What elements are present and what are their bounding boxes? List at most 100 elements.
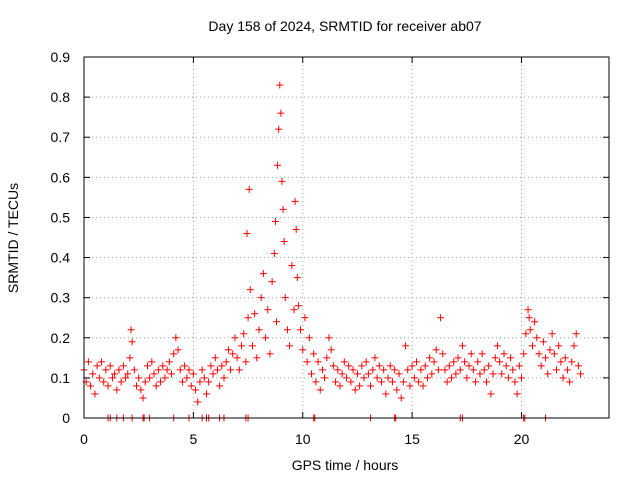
data-point bbox=[469, 366, 477, 374]
data-point bbox=[84, 358, 92, 366]
data-point bbox=[98, 358, 105, 366]
data-point bbox=[128, 338, 136, 346]
data-point bbox=[174, 346, 182, 354]
data-point bbox=[393, 386, 401, 394]
data-point bbox=[463, 374, 471, 382]
data-point bbox=[566, 378, 574, 386]
data-point bbox=[253, 354, 261, 362]
x-axis-label: GPS time / hours bbox=[292, 457, 399, 473]
data-point bbox=[310, 350, 318, 358]
data-point bbox=[299, 346, 307, 354]
data-point bbox=[205, 378, 213, 386]
data-point bbox=[504, 374, 512, 382]
data-point bbox=[404, 366, 412, 374]
data-point bbox=[336, 382, 344, 390]
data-point bbox=[89, 370, 97, 378]
data-point bbox=[95, 374, 103, 382]
data-point bbox=[143, 362, 151, 370]
data-point bbox=[266, 350, 274, 358]
data-point bbox=[264, 306, 272, 314]
data-point bbox=[196, 378, 204, 386]
data-point bbox=[548, 330, 556, 338]
data-point bbox=[353, 370, 361, 378]
x-tick-label: 20 bbox=[514, 431, 530, 447]
data-point bbox=[347, 378, 355, 386]
data-point bbox=[467, 350, 475, 358]
data-point bbox=[278, 177, 286, 185]
data-point bbox=[500, 350, 508, 358]
data-point bbox=[141, 378, 149, 386]
chart-title: Day 158 of 2024, SRMTID for receiver ab0… bbox=[208, 18, 481, 34]
data-point bbox=[528, 342, 536, 350]
data-point bbox=[231, 334, 239, 342]
data-point bbox=[211, 354, 219, 362]
data-point bbox=[452, 370, 460, 378]
data-point bbox=[399, 378, 407, 386]
data-point bbox=[415, 378, 423, 386]
data-point bbox=[170, 350, 178, 358]
data-point bbox=[542, 354, 550, 362]
data-point bbox=[318, 366, 326, 374]
data-point bbox=[168, 370, 175, 378]
data-point bbox=[362, 358, 370, 366]
data-point bbox=[332, 378, 340, 386]
data-point bbox=[113, 386, 121, 394]
data-point bbox=[369, 366, 377, 374]
data-point bbox=[275, 125, 283, 133]
data-point bbox=[384, 374, 392, 382]
y-axis-label: SRMTID / TECUs bbox=[5, 183, 21, 293]
data-point bbox=[351, 386, 359, 394]
data-point bbox=[251, 310, 259, 318]
data-point bbox=[117, 378, 125, 386]
data-point bbox=[154, 366, 162, 374]
data-points bbox=[80, 81, 585, 406]
data-point bbox=[187, 382, 195, 390]
data-point bbox=[395, 370, 403, 378]
data-point bbox=[93, 362, 101, 370]
data-point bbox=[235, 366, 243, 374]
data-point bbox=[133, 382, 140, 390]
data-point bbox=[360, 374, 368, 382]
data-point bbox=[544, 370, 552, 378]
data-point bbox=[135, 374, 143, 382]
data-point bbox=[518, 374, 525, 382]
data-point bbox=[255, 326, 263, 334]
data-point bbox=[487, 390, 495, 398]
data-point bbox=[220, 374, 228, 382]
data-point bbox=[321, 374, 329, 382]
y-tick-label: 0.1 bbox=[51, 370, 71, 386]
data-point bbox=[496, 358, 504, 366]
data-point bbox=[137, 386, 145, 394]
x-tick-label: 5 bbox=[189, 431, 197, 447]
data-point bbox=[386, 362, 394, 370]
data-point bbox=[524, 306, 532, 314]
data-point bbox=[270, 250, 278, 258]
data-point bbox=[130, 366, 138, 374]
data-point bbox=[273, 318, 280, 326]
data-point bbox=[568, 358, 576, 366]
data-point bbox=[525, 314, 533, 322]
y-tick-label: 0.2 bbox=[51, 330, 71, 346]
data-point bbox=[308, 370, 315, 378]
data-point bbox=[561, 354, 569, 362]
data-point bbox=[340, 358, 348, 366]
y-tick-label: 0.3 bbox=[51, 290, 71, 306]
data-point bbox=[292, 225, 300, 233]
data-point bbox=[122, 374, 130, 382]
data-point bbox=[157, 378, 165, 386]
data-point bbox=[297, 326, 305, 334]
data-point bbox=[185, 366, 193, 374]
data-point bbox=[489, 370, 497, 378]
data-point bbox=[375, 362, 383, 370]
data-point bbox=[259, 270, 267, 278]
data-point bbox=[274, 161, 282, 169]
data-point bbox=[243, 229, 251, 237]
data-point bbox=[509, 366, 517, 374]
data-point bbox=[367, 382, 375, 390]
data-point bbox=[417, 366, 425, 374]
data-point bbox=[555, 342, 563, 350]
data-point bbox=[493, 342, 501, 350]
data-point bbox=[119, 362, 127, 370]
data-point bbox=[338, 370, 346, 378]
y-tick-label: 0.5 bbox=[51, 209, 71, 225]
